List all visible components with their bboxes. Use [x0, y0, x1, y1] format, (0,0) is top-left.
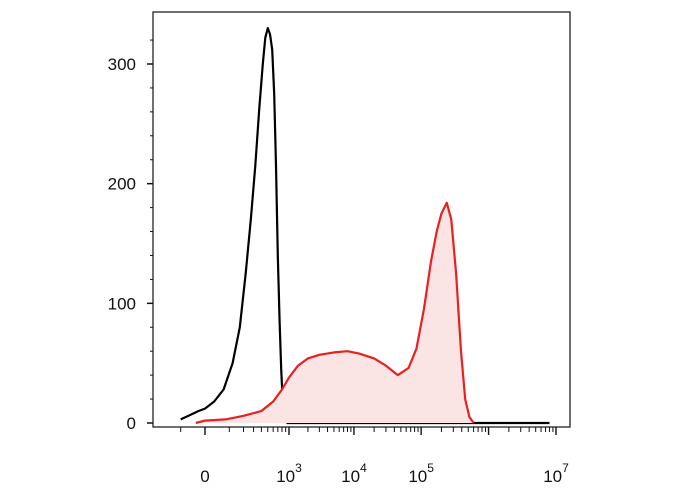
- y-axis: 0 100 200 300: [108, 39, 153, 433]
- x-tick-label-100000: 105: [408, 461, 434, 486]
- y-tick-label-100: 100: [108, 294, 136, 313]
- y-tick-label-0: 0: [127, 414, 136, 433]
- x-tick-label-0: 0: [200, 467, 209, 486]
- x-axis: 0 103 104 105 107: [180, 427, 569, 486]
- x-tick-label-10000: 104: [341, 461, 367, 486]
- x-tick-label-10000000: 107: [543, 461, 569, 486]
- y-tick-label-300: 300: [108, 55, 136, 74]
- plot-frame: [152, 11, 571, 428]
- x-tick-label-1000: 103: [276, 461, 302, 486]
- series-1-area: [195, 202, 474, 423]
- series-layer: [180, 27, 550, 425]
- series-1-line: [195, 201, 475, 425]
- y-tick-label-200: 200: [108, 175, 136, 194]
